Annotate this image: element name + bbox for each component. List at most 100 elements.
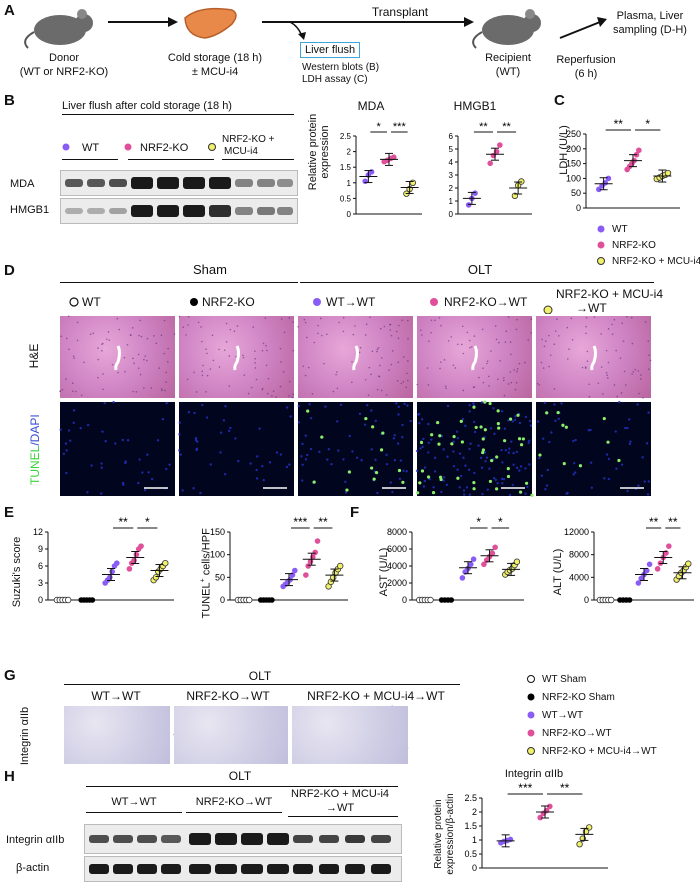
nucleus-dot: [65, 337, 68, 340]
nucleus-dot: [600, 333, 603, 335]
reperfusion-label: Reperfusion: [556, 54, 616, 66]
dapi-nucleus: [194, 438, 198, 442]
panel-label-b: B: [4, 92, 15, 109]
nucleus-dot: [637, 370, 640, 372]
nucleus-dot: [161, 389, 163, 392]
dapi-nucleus: [423, 466, 427, 469]
y-tick-label: 0.5: [464, 849, 477, 859]
dapi-nucleus: [427, 451, 430, 454]
tunel-positive-cell: [474, 425, 478, 430]
nucleus-dot: [407, 379, 409, 382]
nucleus-dot: [205, 348, 207, 351]
dapi-nucleus: [468, 410, 471, 413]
dapi-nucleus: [62, 452, 66, 456]
y-tick-label: 6: [449, 132, 454, 141]
dapi-nucleus: [574, 438, 577, 442]
nucleus-dot: [607, 377, 609, 379]
dapi-nucleus: [255, 455, 259, 458]
tunel-positive-cell: [430, 433, 434, 437]
tunel-positive-cell: [418, 481, 422, 485]
g-row-label: Integrin αIIb: [19, 706, 31, 766]
dapi-nucleus: [420, 418, 424, 421]
nucleus-dot: [187, 324, 190, 326]
data-point: [607, 596, 615, 604]
dapi-nucleus: [285, 406, 289, 409]
nucleus-dot: [59, 390, 62, 392]
dapi-nucleus: [104, 440, 107, 443]
nucleus-dot: [642, 397, 644, 399]
significance-label: ***: [518, 781, 532, 795]
nucleus-dot: [543, 345, 546, 348]
nucleus-dot: [623, 370, 626, 373]
data-point: [489, 550, 496, 557]
blot-actin: [84, 856, 402, 882]
nucleus-dot: [505, 330, 508, 333]
nucleus-dot: [426, 367, 429, 369]
marker-mcu: [208, 143, 216, 151]
dapi-nucleus: [515, 450, 519, 454]
dapi-nucleus: [79, 426, 82, 430]
nucleus-dot: [225, 322, 228, 325]
nucleus-dot: [144, 355, 147, 357]
nucleus-dot: [228, 355, 231, 357]
tunel-positive-cell: [516, 413, 520, 417]
dapi-nucleus: [326, 458, 329, 461]
dapi-nucleus: [187, 410, 191, 414]
tunel-positive-cell: [364, 417, 368, 421]
nucleus-dot: [101, 343, 103, 346]
dapi-nucleus: [427, 441, 431, 445]
dapi-nucleus: [193, 411, 196, 415]
d-olt-label: OLT: [467, 262, 493, 277]
tunel-positive-cell: [312, 480, 316, 484]
dapi-nucleus: [304, 434, 307, 437]
dapi-nucleus: [301, 479, 304, 482]
nucleus-dot: [486, 362, 488, 365]
nucleus-dot: [481, 328, 484, 331]
legend2-wt-sham: WT Sham: [542, 674, 587, 685]
nucleus-dot: [541, 338, 543, 341]
arrow-to-sampling: [559, 21, 601, 39]
dapi-nucleus: [473, 471, 476, 475]
nucleus-dot: [317, 332, 319, 335]
data-point: [635, 580, 642, 586]
nucleus-dot: [486, 360, 489, 363]
dapi-nucleus: [201, 403, 204, 407]
dapi-nucleus: [524, 467, 527, 470]
g-olt-label: OLT: [248, 669, 272, 683]
nucleus-dot: [460, 343, 463, 346]
dapi-nucleus: [279, 453, 283, 456]
chart-f-alt: 0 4000 8000 12000 ** **: [564, 515, 694, 605]
nucleus-dot: [607, 361, 610, 364]
nucleus-dot: [97, 358, 100, 361]
y-tick-label: 3: [449, 171, 454, 180]
dapi-nucleus: [469, 442, 472, 445]
nucleus-dot: [116, 317, 119, 320]
dapi-nucleus: [507, 451, 511, 454]
nucleus-dot: [478, 376, 480, 379]
vessel-lumen: [471, 345, 478, 371]
dapi-nucleus: [374, 458, 377, 462]
nucleus-dot: [76, 321, 79, 324]
data-point: [138, 543, 144, 549]
nucleus-dot: [261, 349, 264, 352]
dapi-nucleus: [421, 445, 424, 449]
dapi-nucleus: [161, 417, 165, 421]
dapi-nucleus: [573, 471, 577, 474]
nucleus-dot: [137, 353, 140, 356]
nucleus-dot: [107, 331, 110, 333]
y-tick-label: 5: [449, 145, 454, 154]
dapi-nucleus: [518, 469, 521, 472]
dapi-nucleus: [607, 477, 611, 481]
dapi-nucleus: [395, 402, 398, 405]
dapi-nucleus: [237, 459, 240, 463]
dapi-nucleus: [518, 421, 522, 425]
significance-label: **: [479, 121, 488, 133]
nucleus-dot: [73, 357, 75, 359]
nucleus-dot: [615, 349, 617, 352]
legend2-ko-wt: NRF2-KO→WT: [542, 728, 612, 739]
nucleus-dot: [622, 340, 625, 342]
nucleus-dot: [553, 388, 556, 390]
dapi-nucleus: [442, 479, 445, 482]
tunel-positive-cell: [521, 437, 525, 441]
tunel-positive-cell: [438, 475, 443, 479]
